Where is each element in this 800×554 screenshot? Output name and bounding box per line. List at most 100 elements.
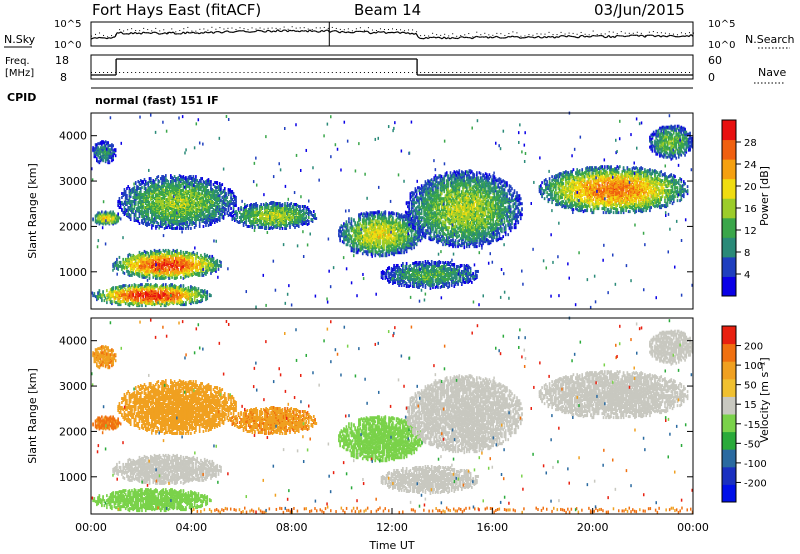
nave-point — [500, 72, 501, 73]
nsky-line-segment — [368, 31, 370, 33]
nave-point — [633, 72, 634, 73]
nave-point — [440, 72, 441, 73]
nave-point — [268, 72, 269, 73]
nsearch-point — [171, 28, 172, 29]
power-cell — [193, 257, 195, 260]
nsky-line-segment — [440, 38, 442, 39]
nsearch-point — [524, 35, 525, 36]
nave-point — [264, 72, 265, 73]
nave-point — [444, 72, 445, 73]
power-cell — [188, 286, 190, 289]
nsky-line-segment — [575, 37, 577, 38]
nave-point — [480, 72, 481, 73]
power-panel: 1000200030004000 Slant Range [km] 282420… — [26, 112, 771, 309]
power-cell — [230, 207, 232, 210]
power-cell — [121, 208, 123, 211]
nsearch-point — [163, 29, 164, 30]
nsearch-point — [312, 29, 313, 30]
power-cell — [220, 261, 222, 264]
power-cell — [169, 250, 171, 253]
nsky-line-segment — [480, 37, 482, 38]
nsky-line-segment — [133, 32, 135, 34]
nsearch-point — [532, 35, 533, 36]
nave-point — [557, 72, 558, 73]
nsearch-point — [111, 35, 112, 36]
nsky-line-segment — [579, 36, 581, 38]
nsky-line-segment — [448, 38, 450, 39]
nave-point — [151, 72, 152, 73]
nsearch-point — [155, 28, 156, 29]
nsky-line-segment — [270, 31, 272, 32]
nsky-line-segment — [559, 36, 561, 38]
nsky-line-segment — [266, 30, 268, 32]
nsearch-point — [187, 27, 188, 28]
nsky-series — [91, 22, 694, 46]
nave-point — [388, 72, 389, 73]
nave-point — [512, 72, 513, 73]
nsearch-point — [231, 28, 232, 29]
nave-point — [95, 72, 96, 73]
power-cell — [236, 212, 238, 215]
nsky-line-segment — [324, 30, 326, 31]
nave-point — [340, 72, 341, 73]
nsky-line-segment — [673, 36, 675, 37]
nsky-line-segment — [496, 36, 498, 37]
power-cell — [224, 187, 226, 190]
nave-point — [223, 72, 224, 73]
nsearch-point — [512, 31, 513, 32]
nsearch-point — [440, 35, 441, 36]
power-cell — [111, 300, 113, 303]
nsearch-point — [296, 28, 297, 29]
nave-point — [207, 72, 208, 73]
nsky-line-segment — [394, 32, 396, 33]
nsearch-point — [280, 28, 281, 29]
power-cell — [168, 180, 170, 183]
nsky-line-segment — [157, 33, 159, 34]
nsearch-point — [448, 35, 449, 36]
nsky-line-segment — [183, 32, 185, 34]
power-cell — [221, 183, 223, 186]
nsearch-point — [308, 29, 309, 30]
power-cell — [218, 268, 220, 271]
nsky-line-segment — [316, 31, 318, 32]
nsearch-point — [561, 32, 562, 33]
nsky-line-segment — [119, 32, 121, 33]
nsky-line-segment — [474, 36, 476, 37]
nsky-line-segment — [109, 38, 111, 39]
nsky-line-segment — [416, 33, 418, 37]
power-cell — [130, 217, 132, 220]
power-cell — [152, 194, 154, 197]
nsky-line-segment — [653, 35, 655, 36]
nsky-line-segment — [213, 32, 215, 34]
nsky-line-segment — [432, 37, 434, 38]
power-cell — [183, 225, 185, 228]
power-cell — [96, 157, 98, 160]
nsearch-point — [368, 27, 369, 28]
power-cell — [125, 190, 127, 193]
nsky-line-segment — [470, 38, 472, 39]
nsky-line-segment — [549, 36, 551, 37]
nsky-line-segment — [197, 33, 199, 34]
power-cell — [131, 203, 133, 206]
freq-series — [91, 59, 693, 75]
nsky-line-segment — [107, 38, 109, 39]
nsky-line-segment — [667, 36, 669, 37]
nave-point — [685, 72, 686, 73]
nsky-line-segment — [272, 31, 274, 32]
nave-point — [308, 72, 309, 73]
nsearch-point — [143, 28, 144, 29]
nsearch-point — [476, 32, 477, 33]
nave-point — [191, 72, 192, 73]
power-cell — [165, 174, 167, 177]
nsearch-point — [456, 36, 457, 37]
nave-point — [288, 72, 289, 73]
nsky-line-segment — [428, 37, 430, 38]
nsky-tick-high: 10^5 — [54, 19, 81, 30]
nsky-line-segment — [219, 32, 221, 33]
nave-point — [99, 72, 100, 73]
nsearch-point — [127, 29, 128, 30]
nsearch-point — [400, 29, 401, 30]
power-cell — [120, 217, 122, 220]
nsky-line-segment — [155, 32, 157, 33]
nsearch-point — [621, 31, 622, 32]
